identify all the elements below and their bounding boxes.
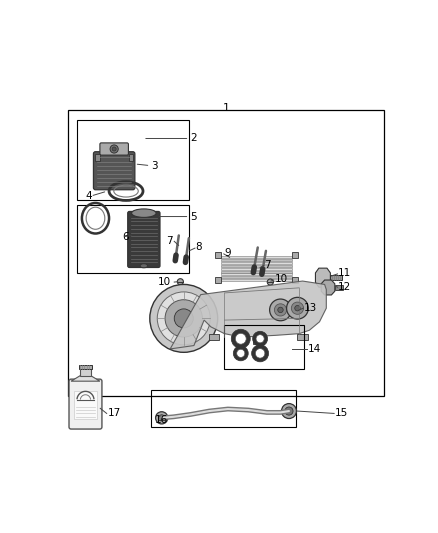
Bar (95, 155, 99, 160)
Bar (152, 390, 296, 427)
Bar (221, 276, 293, 278)
Bar (215, 277, 221, 282)
Circle shape (110, 145, 118, 153)
Bar (221, 273, 293, 276)
Bar (221, 279, 293, 281)
Bar (215, 252, 221, 259)
Bar (79, 365, 92, 369)
Text: 7: 7 (166, 236, 173, 246)
Bar (221, 268, 293, 270)
Circle shape (165, 300, 202, 337)
Bar (221, 271, 293, 272)
Circle shape (150, 285, 218, 352)
Text: 2: 2 (191, 133, 197, 143)
Text: 9: 9 (224, 248, 231, 258)
Bar (221, 262, 293, 264)
Bar (221, 256, 293, 259)
Circle shape (270, 299, 291, 321)
Bar (77, 205, 189, 272)
Polygon shape (170, 281, 326, 349)
Circle shape (157, 292, 210, 345)
Circle shape (231, 329, 250, 348)
Bar (253, 337, 264, 344)
Bar (74, 391, 97, 418)
Circle shape (253, 332, 268, 346)
Bar (209, 334, 219, 341)
Bar (68, 110, 384, 397)
FancyBboxPatch shape (100, 143, 128, 155)
Bar (330, 275, 342, 280)
Bar (129, 155, 133, 160)
Text: 11: 11 (338, 268, 351, 278)
Ellipse shape (131, 209, 156, 217)
Bar (221, 265, 293, 267)
Bar (221, 259, 293, 261)
Text: 1: 1 (223, 103, 230, 113)
Bar (77, 120, 189, 199)
FancyBboxPatch shape (93, 152, 135, 190)
Text: 13: 13 (304, 303, 318, 313)
Circle shape (235, 333, 246, 344)
Circle shape (255, 349, 265, 358)
Bar (335, 285, 343, 290)
Bar (158, 416, 165, 420)
Text: 17: 17 (107, 408, 120, 418)
FancyBboxPatch shape (69, 379, 102, 429)
Text: 14: 14 (307, 344, 321, 354)
Circle shape (112, 147, 116, 151)
Circle shape (256, 335, 264, 343)
Text: 10: 10 (275, 274, 288, 284)
Circle shape (155, 411, 168, 424)
Polygon shape (315, 268, 330, 287)
Text: 8: 8 (196, 242, 202, 252)
Text: 5: 5 (191, 212, 197, 222)
Polygon shape (321, 280, 335, 295)
Text: 16: 16 (155, 415, 168, 425)
Ellipse shape (140, 264, 148, 268)
Circle shape (285, 407, 293, 415)
Bar (293, 277, 298, 282)
Circle shape (174, 309, 193, 328)
Circle shape (274, 304, 286, 316)
Circle shape (282, 403, 297, 418)
Polygon shape (71, 375, 100, 381)
Bar (293, 252, 298, 259)
Circle shape (267, 279, 273, 285)
Bar (297, 334, 307, 341)
Text: 7: 7 (265, 260, 271, 270)
Circle shape (251, 345, 268, 362)
Circle shape (286, 297, 308, 319)
Circle shape (291, 302, 304, 314)
Circle shape (237, 349, 245, 358)
Circle shape (233, 346, 248, 361)
Bar (80, 368, 91, 376)
Circle shape (159, 415, 165, 421)
Text: 12: 12 (338, 282, 351, 292)
Text: 15: 15 (335, 408, 348, 418)
Circle shape (177, 279, 184, 285)
Text: 10: 10 (158, 277, 171, 287)
Text: 4: 4 (85, 191, 92, 201)
Circle shape (278, 307, 283, 313)
Bar (224, 325, 304, 369)
FancyBboxPatch shape (128, 212, 160, 268)
Circle shape (295, 305, 300, 311)
Text: 6: 6 (123, 232, 129, 242)
Text: 3: 3 (152, 160, 158, 171)
